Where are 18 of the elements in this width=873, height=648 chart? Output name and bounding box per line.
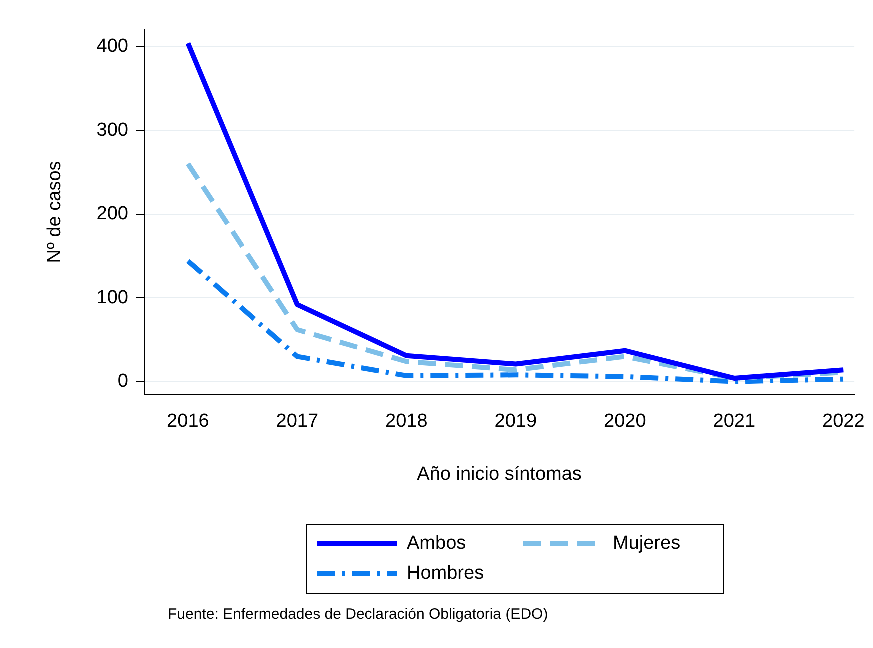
legend-label: Mujeres <box>613 533 681 555</box>
source-note: Fuente: Enfermedades de Declaración Obligatoria (EDO) <box>168 606 548 623</box>
x-tick-label: 2019 <box>494 411 538 432</box>
y-tick-label: 0 <box>118 371 128 392</box>
x-tick-label: 2016 <box>167 411 210 432</box>
legend-label: Hombres <box>407 563 484 585</box>
y-tick-label: 100 <box>96 287 128 308</box>
y-axis-title: Nº de casos <box>44 161 66 264</box>
x-tick-label: 2020 <box>604 411 646 432</box>
legend-label: Ambos <box>407 533 466 555</box>
x-tick-label: 2022 <box>822 411 865 432</box>
y-tick-label: 200 <box>96 204 128 225</box>
x-tick-label: 2017 <box>276 411 319 432</box>
x-tick-label: 2018 <box>386 411 428 432</box>
x-tick-label: 2021 <box>713 411 756 432</box>
x-axis-title: Año inicio síntomas <box>417 464 582 485</box>
y-tick-label: 300 <box>96 120 128 141</box>
y-tick-label: 400 <box>96 36 128 57</box>
